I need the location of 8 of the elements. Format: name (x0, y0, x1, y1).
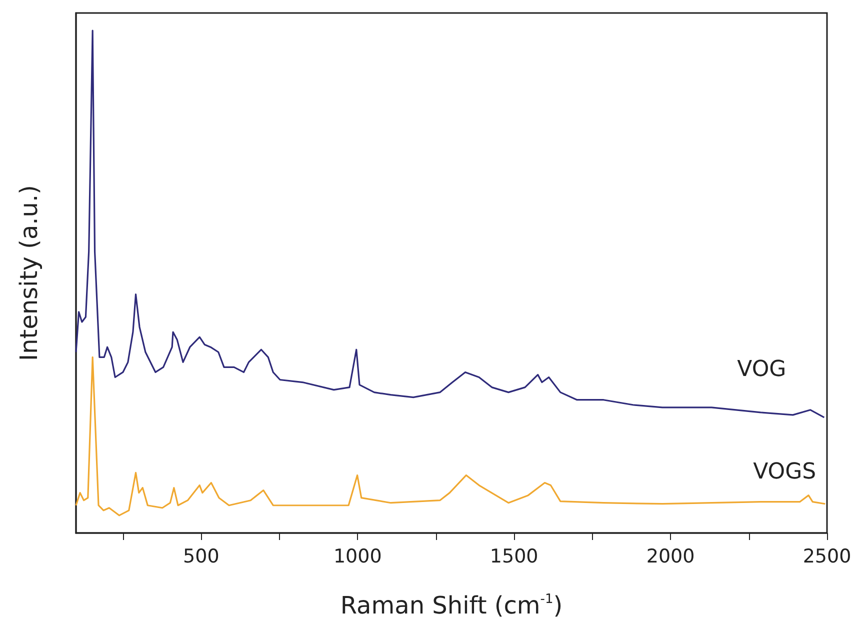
x-tick-label: 500 (183, 546, 220, 568)
x-tick-label: 1000 (333, 546, 382, 568)
x-tick-label: 2500 (802, 546, 852, 568)
series-label: VOGS (753, 459, 816, 484)
x-tick-label: 1500 (490, 546, 538, 568)
y-axis-title: Intensity (a.u.) (15, 185, 43, 361)
x-tick-label: 2000 (646, 546, 695, 568)
series-label: VOG (737, 356, 786, 382)
